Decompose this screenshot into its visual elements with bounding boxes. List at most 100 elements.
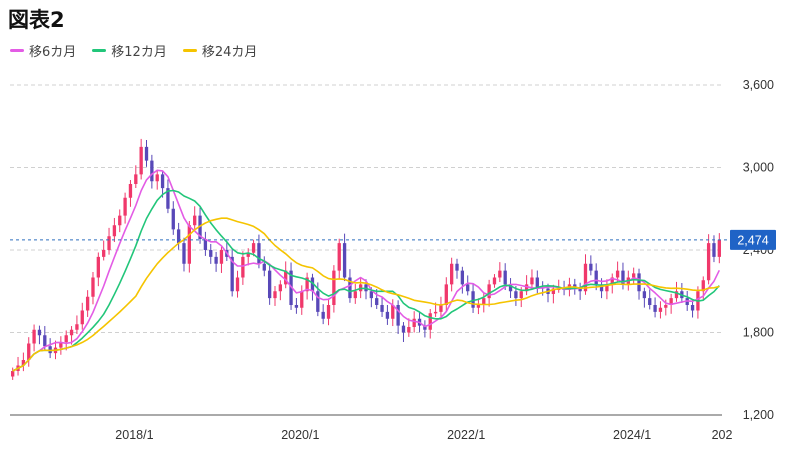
last-price-tag xyxy=(730,229,776,250)
candle-body xyxy=(407,327,411,333)
candle-body xyxy=(658,307,663,312)
x-tick-label: 2018/1 xyxy=(115,428,153,442)
candle-body xyxy=(380,305,384,312)
candle-body xyxy=(466,284,470,292)
candle-body xyxy=(514,291,518,299)
candle-body xyxy=(471,291,475,308)
candle-body xyxy=(455,263,459,271)
legend-label-ma6: 移6カ月 xyxy=(29,45,77,60)
candle-body xyxy=(321,311,325,319)
candle-body xyxy=(193,215,197,226)
candle-body xyxy=(32,329,36,344)
candle-body xyxy=(637,273,641,292)
candle-body xyxy=(412,318,416,327)
candle-body xyxy=(535,277,539,288)
legend-label-ma12: 移12カ月 xyxy=(111,45,167,60)
candle-body xyxy=(214,256,218,264)
legend-item-ma12[interactable]: 移12カ月 xyxy=(92,41,167,60)
candle-body xyxy=(102,250,106,257)
candle-body xyxy=(690,305,695,311)
candle-body xyxy=(230,256,234,292)
candle-body xyxy=(615,270,620,278)
candle-body xyxy=(342,243,347,278)
x-tick-label: 2022/1 xyxy=(447,428,485,442)
ma-line-2 xyxy=(12,189,720,372)
candle-body xyxy=(439,305,443,312)
candle-body xyxy=(80,310,84,325)
candle-body xyxy=(96,256,100,278)
legend-label-ma24: 移24カ月 xyxy=(201,45,258,60)
y-tick-label: 3,000 xyxy=(743,161,774,175)
candle-body xyxy=(27,343,31,360)
ma-line-3 xyxy=(12,217,720,372)
candle-body xyxy=(203,239,208,250)
candle-body xyxy=(391,305,395,319)
candle-body xyxy=(503,270,507,285)
candle-body xyxy=(717,239,721,257)
candle-body xyxy=(610,277,614,285)
y-tick-label: 3,600 xyxy=(743,78,774,92)
candle-body xyxy=(353,291,357,299)
y-tick-label: 1,200 xyxy=(743,408,774,422)
candle-body xyxy=(107,236,111,250)
candle-body xyxy=(706,243,711,281)
candle-body xyxy=(428,313,432,330)
candle-body xyxy=(59,342,63,348)
candle-body xyxy=(669,298,673,305)
chart-title: 図表2 xyxy=(8,8,65,32)
candle-body xyxy=(144,146,149,161)
y-tick-label: 1,800 xyxy=(743,326,774,340)
x-tick-label: 2024/1 xyxy=(613,428,651,442)
candle-body xyxy=(674,291,679,299)
candle-body xyxy=(712,243,716,257)
candle-body xyxy=(375,298,379,305)
candle-body xyxy=(187,225,191,264)
legend-swatch-ma24 xyxy=(182,49,197,52)
candle-body xyxy=(460,270,465,285)
candle-body xyxy=(300,291,304,308)
candle-body xyxy=(155,174,159,182)
candle-body xyxy=(444,284,448,305)
candle-body xyxy=(599,284,604,292)
candle-body xyxy=(326,305,331,319)
candle-body xyxy=(332,270,336,305)
candle-body xyxy=(182,243,186,264)
candle-body xyxy=(621,270,625,285)
candle-body xyxy=(21,360,26,366)
legend-item-ma6[interactable]: 移6カ月 xyxy=(10,41,76,60)
candle-body xyxy=(150,160,154,182)
candle-body xyxy=(118,215,122,226)
candle-body xyxy=(123,197,127,216)
candle-body xyxy=(139,146,143,175)
candle-body xyxy=(648,298,652,305)
candle-body xyxy=(449,263,454,285)
candle-body xyxy=(348,277,352,299)
candle-body xyxy=(642,291,647,299)
candle-body xyxy=(219,250,224,264)
candle-body xyxy=(583,263,588,292)
candle-body xyxy=(85,296,90,311)
candle-body xyxy=(273,291,277,299)
candle-body xyxy=(551,288,556,294)
candle-body xyxy=(396,305,400,326)
legend-item-ma24[interactable]: 移24カ月 xyxy=(182,41,258,60)
candle-body xyxy=(235,277,240,292)
candle-body xyxy=(43,335,47,347)
candle-body xyxy=(423,325,427,330)
candle-body xyxy=(508,284,513,292)
candle-body xyxy=(69,329,74,336)
candle-body xyxy=(492,277,497,285)
candle-body xyxy=(64,335,68,343)
candle-body xyxy=(476,305,481,308)
candle-body xyxy=(257,243,261,264)
candle-body xyxy=(369,291,374,299)
candle-body xyxy=(337,243,341,271)
candle-body xyxy=(385,311,390,319)
candle-body xyxy=(198,215,202,239)
candle-body xyxy=(519,291,523,299)
legend-swatch-ma6 xyxy=(10,49,24,52)
candle-body xyxy=(134,174,138,184)
candle-body xyxy=(251,243,256,253)
candles xyxy=(11,138,721,380)
